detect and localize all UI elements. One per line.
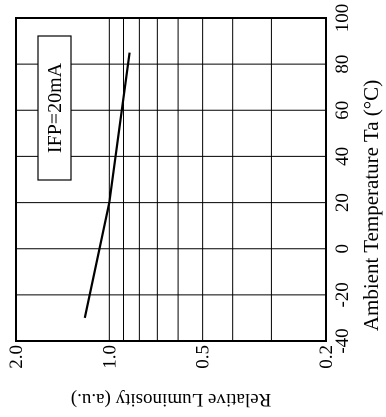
temperature-tick-label: 60 xyxy=(332,101,353,120)
x-axis-title: Ambient Temperature Ta (°C) xyxy=(359,80,383,331)
luminosity-tick-label: 1.0 xyxy=(99,345,120,369)
temperature-tick-label: -20 xyxy=(332,282,353,307)
luminosity-tick-label: 0.5 xyxy=(193,345,214,369)
temperature-tick-labels: -40 -20 0 20 40 60 80 100 xyxy=(332,4,353,354)
temperature-tick-label: 20 xyxy=(332,193,353,212)
luminosity-curve xyxy=(83,52,131,319)
temperature-tick-label: -40 xyxy=(332,328,353,353)
annotation-box: IFP=20mA xyxy=(37,35,72,181)
luminosity-tick-labels: 2.0 1.0 0.5 0.2 xyxy=(6,345,337,369)
temperature-tick-label: 80 xyxy=(332,55,353,74)
annotation-text: IFP=20mA xyxy=(44,62,66,153)
y-axis-title: Relative Luminosity (a.u.) xyxy=(71,389,272,410)
annotation-rect xyxy=(37,35,72,181)
temperature-tick-label: 0 xyxy=(332,244,353,254)
plot-frame xyxy=(15,17,327,342)
series-layer xyxy=(83,52,131,319)
temperature-tick-label: 100 xyxy=(332,4,353,33)
luminosity-tick-label: 2.0 xyxy=(6,345,27,369)
luminosity-tick-label: 0.2 xyxy=(316,345,337,369)
temperature-tick-label: 40 xyxy=(332,147,353,166)
